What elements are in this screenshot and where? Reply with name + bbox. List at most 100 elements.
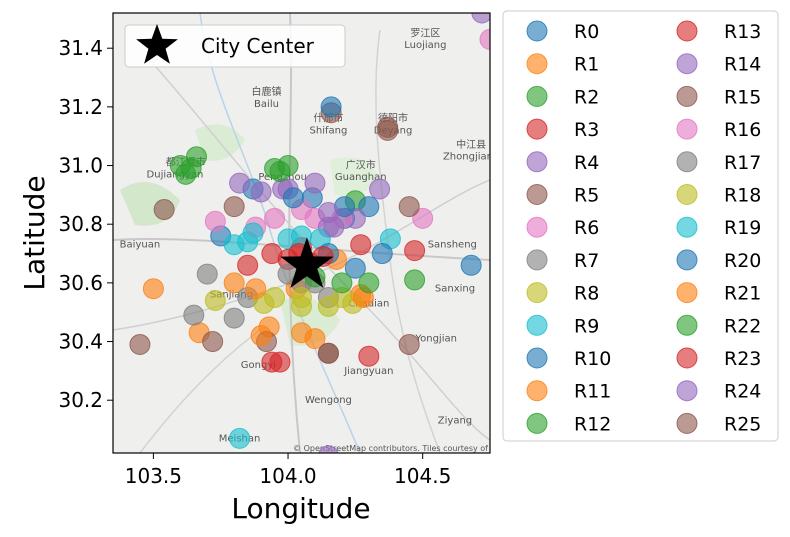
x-tick-label: 104.0 (259, 464, 316, 488)
city-center-legend-box (124, 24, 346, 68)
legend-label-r13: R13 (724, 21, 761, 43)
point-r15 (202, 331, 224, 353)
legend-label-r2: R2 (574, 86, 599, 108)
legend-label-r24: R24 (724, 381, 761, 403)
point-r8 (204, 289, 226, 311)
legend-label-r7: R7 (574, 250, 599, 272)
y-tick-label: 30.8 (58, 212, 103, 236)
point-r7 (196, 263, 218, 285)
point-r21 (291, 322, 312, 344)
map-label: 罗江区 (410, 27, 440, 39)
map-label: Bailu (254, 99, 279, 110)
point-r11 (250, 325, 272, 347)
map-label: 广汉市 (346, 158, 376, 171)
point-r25 (129, 333, 151, 355)
point-r19 (242, 222, 264, 244)
legend-marker-r11 (526, 380, 548, 402)
legend-marker-r1 (526, 53, 548, 75)
point-r21 (245, 278, 267, 300)
point-r6 (204, 210, 226, 232)
legend-label-r25: R25 (724, 413, 761, 435)
legend-marker-r20 (676, 249, 698, 271)
legend-marker-r2 (526, 85, 548, 107)
y-tick-label: 31.4 (58, 36, 103, 60)
map-label: Wengong (305, 395, 352, 406)
point-r4 (304, 172, 326, 194)
map-label: 中江县 (456, 138, 486, 151)
point-r6 (412, 207, 434, 229)
legend-label-r6: R6 (574, 217, 599, 239)
legend-label-r20: R20 (724, 250, 761, 272)
series-legend-box (502, 10, 779, 442)
legend-marker-r8 (526, 282, 548, 304)
basemap: 什邡市Shifang德阳市Deyang罗江区Luojiang中江县Zhongji… (113, 13, 499, 453)
map-label: Shifang (310, 125, 348, 136)
map-label: Baiyuan (120, 240, 161, 251)
legend-label-r18: R18 (724, 185, 761, 207)
x-axis: 103.5 104.0 104.5 (125, 453, 451, 488)
legend-label-r3: R3 (574, 119, 599, 141)
point-r3 (350, 234, 372, 256)
map-label: Dujiangyan (147, 169, 204, 180)
map-label: Zhongjiang (443, 152, 499, 163)
point-r4 (369, 178, 391, 200)
y-axis: 30.2 30.4 30.6 30.8 31.0 31.2 31.4 (58, 36, 113, 412)
point-r15 (398, 196, 420, 218)
legend-marker-r5 (526, 184, 548, 205)
point-r13 (404, 240, 426, 262)
legend-label-r23: R23 (724, 348, 761, 370)
legend-label-r21: R21 (724, 283, 761, 305)
legend-marker-r18 (676, 184, 698, 205)
legend-marker-r24 (676, 380, 698, 402)
x-tick-label: 104.5 (394, 464, 451, 488)
map-label: Sanxing (435, 284, 475, 295)
map-label: Yongjian (414, 334, 457, 345)
city-center-star-icon (280, 237, 334, 288)
point-r18 (291, 287, 312, 309)
legend-label-r17: R17 (724, 152, 761, 174)
point-r21 (142, 278, 164, 300)
legend-marker-r0 (526, 20, 548, 42)
legend-marker-r10 (526, 347, 548, 369)
x-tick-label: 103.5 (125, 464, 182, 488)
legend-label-r11: R11 (574, 381, 611, 403)
point-r24 (317, 201, 339, 223)
legend-label-r4: R4 (574, 152, 599, 174)
legend-marker-r21 (676, 282, 698, 304)
legend-label-r8: R8 (574, 283, 599, 305)
city-center-legend-label: City Center (201, 34, 315, 58)
point-r22 (180, 157, 202, 179)
legend-label-r22: R22 (724, 315, 761, 337)
legend-label-r14: R14 (724, 54, 761, 76)
y-axis-label: Latitude (18, 175, 51, 290)
y-tick-label: 31.2 (58, 95, 103, 119)
point-r23 (261, 351, 283, 373)
legend-marker-r16 (676, 118, 698, 140)
point-r4 (318, 445, 339, 453)
point-r10 (320, 96, 342, 118)
y-tick-label: 31.0 (58, 154, 103, 178)
y-tick-label: 30.2 (58, 388, 103, 412)
legend-label-r1: R1 (574, 54, 599, 76)
map-label: Gongyi (241, 360, 276, 371)
point-r22 (358, 272, 380, 294)
legend-label-r16: R16 (724, 119, 761, 141)
point-r18 (317, 295, 339, 317)
legend-marker-r9 (526, 314, 548, 336)
legend-label-r0: R0 (574, 21, 599, 43)
point-r2 (404, 269, 426, 291)
point-r17 (223, 307, 245, 329)
point-r15 (223, 196, 245, 218)
legend-label-r19: R19 (724, 217, 761, 239)
point-r17 (183, 304, 205, 326)
map-label: Jiangyuan (343, 366, 393, 377)
legend-label-r15: R15 (724, 86, 761, 108)
map-label: Sanjiang (210, 290, 253, 301)
point-r9 (229, 427, 251, 449)
point-r10 (344, 257, 366, 279)
point-r19 (223, 234, 245, 256)
point-r10 (358, 196, 380, 218)
green-area (330, 157, 380, 196)
point-r10 (460, 254, 482, 276)
